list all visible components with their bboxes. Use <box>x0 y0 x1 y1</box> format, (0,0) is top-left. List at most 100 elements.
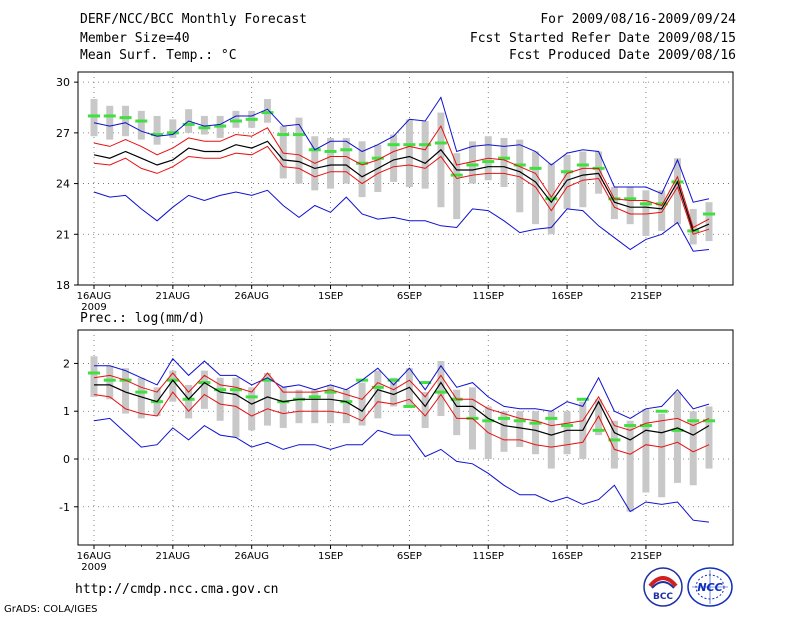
panel1-spread-bar <box>90 99 98 137</box>
panel2-spread-bar <box>263 373 271 426</box>
panel2-spread-bar <box>169 370 177 402</box>
panel2-spread-bar <box>500 411 508 452</box>
panel1-spread-bar <box>500 137 508 187</box>
panel1-spread-bar <box>137 110 145 140</box>
panel1-spread-bar <box>563 154 571 209</box>
chart-title: DERF/NCC/BCC Monthly Forecast <box>80 12 307 27</box>
panel1-spread-bar <box>358 141 366 198</box>
panel1-spread-bar <box>658 190 666 231</box>
panel2-xtick-label: 21AUG <box>156 551 191 562</box>
panel2-spread-bar <box>421 392 429 428</box>
panel1-spread-bar <box>453 153 461 220</box>
panel1-spread-bar <box>626 186 634 225</box>
panel1-spread-bar <box>405 119 413 187</box>
panel2-spread-bar <box>705 406 713 469</box>
panel2-title: Prec.: log(mm/d) <box>80 311 205 326</box>
panel1-spread-bar <box>122 105 130 137</box>
panel1-frame <box>77 71 734 286</box>
panel1-spread-bar <box>642 190 650 236</box>
grads-credit: GrADS: COLA/IGES <box>4 604 98 615</box>
panel2-xtick-label: 21SEP <box>630 551 661 562</box>
panel2-spread-bar <box>547 411 555 469</box>
panel1-xtick-label: 21SEP <box>630 291 661 302</box>
panel2-spread-bar <box>626 420 634 512</box>
panel1-ytick-label: 30 <box>56 76 70 89</box>
panel2-ytick-label: -1 <box>59 501 70 514</box>
start-ref-date: Fcst Started Refer Date 2009/08/15 <box>469 31 736 46</box>
panel1-ytick-label: 21 <box>56 228 70 241</box>
panel2-ytick-label: 0 <box>63 453 70 466</box>
panel2-spread-bar <box>563 411 571 455</box>
panel2-spread-bar <box>122 368 130 414</box>
panel2-spread-bar <box>279 387 287 428</box>
panel1-spread-bar <box>579 151 587 208</box>
panel1-spread-bar <box>200 115 208 135</box>
panel2-spread-bar <box>642 408 650 493</box>
panel2-spread-bar <box>327 384 335 424</box>
panel1-spread-bar <box>705 202 713 242</box>
panel2-spread-bar <box>532 411 540 455</box>
panel2-xtick-label: 16SEP <box>551 551 582 562</box>
panel1-spread-bar <box>342 137 350 184</box>
source-url[interactable]: http://cmdp.ncc.cma.gov.cn <box>75 582 279 597</box>
panel2-spread-bar <box>673 392 681 483</box>
panel1-spread-bar <box>673 158 681 225</box>
panel2-xtick-label: 1SEP <box>318 551 343 562</box>
panel2-spread-bar <box>185 384 193 419</box>
panel1-mean-line <box>93 140 710 232</box>
panel1-spread-bar <box>232 110 240 128</box>
panel2-spread-bar <box>216 377 224 421</box>
bcc-logo: BCC <box>643 567 683 607</box>
panel1-ytick-label: 27 <box>56 127 70 140</box>
panel2-xtick-label: 26AUG <box>234 551 269 562</box>
panel1-xtick-label: 16AUG <box>77 291 112 302</box>
panel1-ytick-label: 18 <box>56 279 70 292</box>
member-size: Member Size=40 <box>80 31 190 46</box>
panel2-spread-bar <box>137 377 145 419</box>
panel2-spread-bar <box>610 420 618 469</box>
panel2-spread-bar <box>311 389 319 424</box>
bcc-logo-text: BCC <box>653 592 673 602</box>
ncc-logo: NCC <box>687 567 733 607</box>
panel1-spread-bar <box>437 112 445 208</box>
panel2-spread-bar <box>453 389 461 436</box>
panel2-min-line <box>93 417 710 523</box>
ncc-logo-text: NCC <box>697 581 722 594</box>
panel1-max-line <box>93 96 710 203</box>
panel2-upper-line <box>93 372 710 431</box>
panel1-xtick-label: 16SEP <box>551 291 582 302</box>
panel1-xtick-label: 1SEP <box>318 291 343 302</box>
panel2-ytick-label: 1 <box>63 405 70 418</box>
panel1-spread-bar <box>516 139 524 213</box>
produced-date: Fcst Produced Date 2009/08/16 <box>509 48 736 63</box>
panel1-spread-bar <box>153 115 161 145</box>
panel2-spread-bar <box>516 411 524 448</box>
panel2-spread-bar <box>200 370 208 409</box>
panel2-spread-bar <box>437 361 445 416</box>
forecast-period: For 2009/08/16-2009/09/24 <box>540 12 736 27</box>
panel2-max-line <box>94 357 710 419</box>
panel1-lower-line <box>93 145 710 235</box>
panel1-spread-bar <box>421 121 429 189</box>
panel2-spread-bar <box>106 365 114 400</box>
panel1-spread-bar <box>390 134 398 182</box>
panel1-xtick-label: 21AUG <box>156 291 191 302</box>
panel1-spread-bar <box>169 119 177 138</box>
panel1-spread-bar <box>106 105 114 140</box>
panel2-lower-line <box>93 391 710 455</box>
panel2-frame <box>77 329 734 546</box>
panel2-ytick-label: 2 <box>63 357 70 370</box>
panel2-spread-bar <box>358 382 366 426</box>
panel2-spread-bar <box>658 413 666 498</box>
panel1-ytick-label: 24 <box>56 178 70 191</box>
panel2-spread-bar <box>374 370 382 419</box>
panel2-spread-bar <box>689 411 697 486</box>
panel2-spread-bar <box>342 389 350 424</box>
panel2-spread-bar <box>390 377 398 407</box>
panel2-xtick-label: 6SEP <box>397 551 422 562</box>
panel1-upper-line <box>93 125 710 229</box>
panel2-spread-bar <box>295 389 303 424</box>
panel1-spread-bar <box>595 151 603 194</box>
panel1-spread-bar <box>263 99 271 123</box>
